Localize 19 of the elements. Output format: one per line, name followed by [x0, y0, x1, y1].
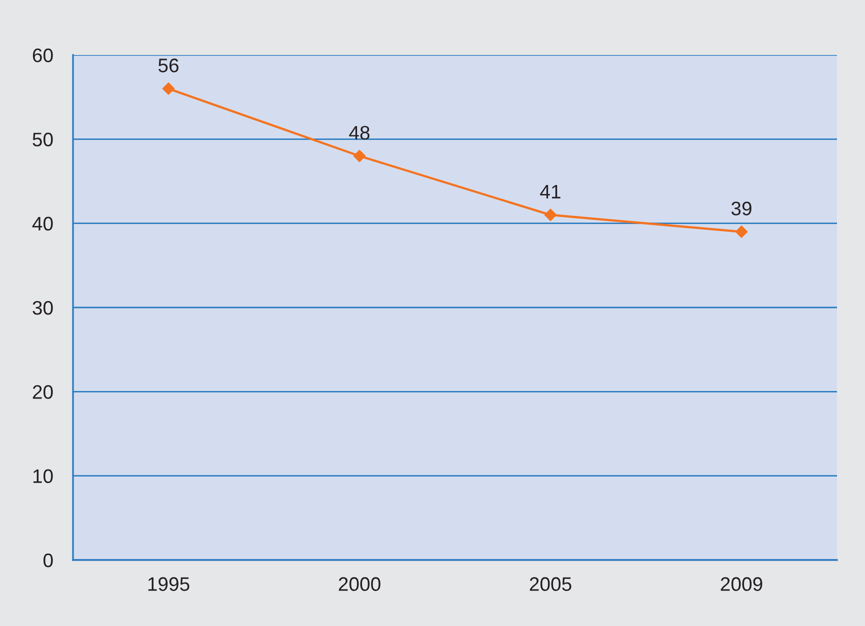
point: [353, 150, 366, 162]
point: [735, 226, 748, 238]
data-label: 39: [731, 202, 752, 216]
y-tick-label: 0: [44, 553, 53, 568]
y-tick-label: 30: [32, 300, 53, 315]
point: [162, 82, 175, 95]
y-tick-label: 50: [32, 132, 53, 146]
data-label: 48: [349, 126, 370, 140]
y-tick-label: 20: [32, 385, 53, 399]
x-tick-label: 2005: [530, 577, 572, 591]
data-label: 41: [540, 185, 560, 198]
y-tick-label: 60: [32, 48, 53, 62]
x-tick-label: 2009: [720, 577, 762, 591]
x-tick-label: 1995: [148, 577, 190, 591]
y-tick-label: 10: [33, 469, 53, 484]
data-label: 56: [158, 58, 178, 72]
x-tick-label: 2000: [338, 577, 380, 591]
y-tick-label: 40: [32, 216, 53, 231]
point: [544, 208, 557, 222]
